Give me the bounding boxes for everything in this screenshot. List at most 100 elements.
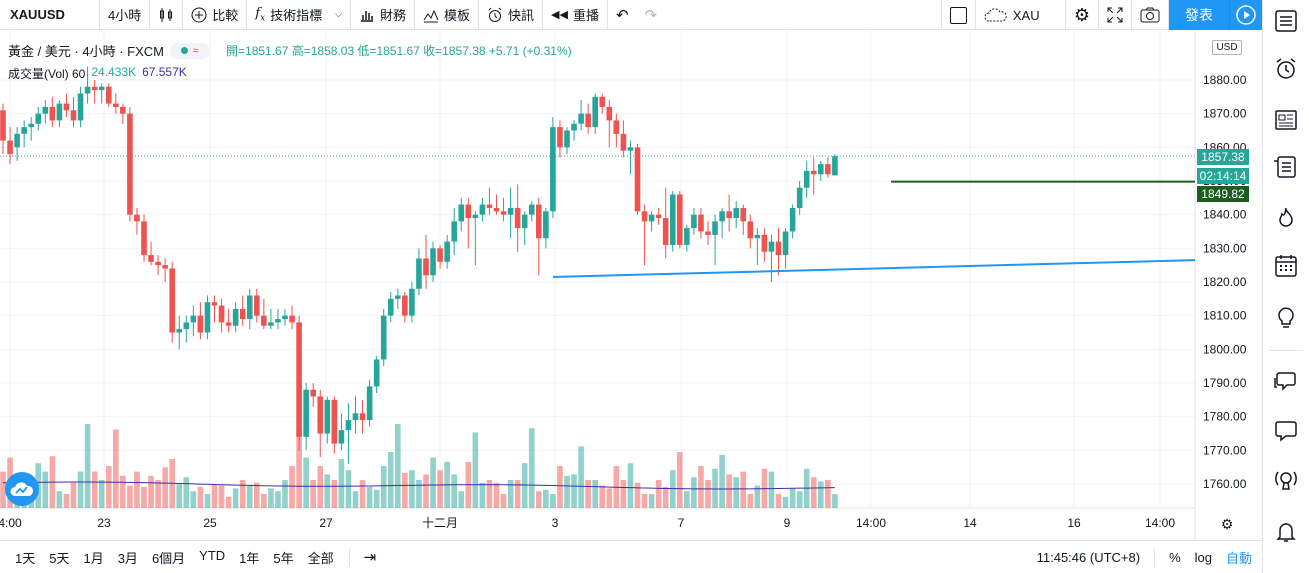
range-button[interactable]: 5年 (273, 550, 294, 566)
fx-icon: fx (255, 5, 266, 24)
range-button[interactable]: 全部 (307, 550, 334, 566)
news-icon[interactable] (1273, 107, 1299, 133)
volume-bar (402, 473, 408, 508)
candle-body (479, 204, 486, 215)
snapshot-button[interactable] (1132, 0, 1169, 30)
volume-bar (507, 480, 514, 508)
volume-bar (627, 463, 634, 508)
candle-body (204, 302, 211, 333)
candle-body (493, 207, 500, 212)
volume-bar (592, 480, 598, 508)
y-tick-label: 1790.00 (1203, 376, 1247, 390)
financials-button[interactable]: 財務 (351, 0, 415, 30)
rewind-icon: ◀◀ (551, 9, 568, 21)
candle-body (754, 234, 761, 239)
range-button[interactable]: 6個月 (151, 550, 186, 566)
candle-body (317, 396, 324, 434)
alarm-clock-icon[interactable] (1273, 56, 1299, 82)
candle-body (514, 207, 521, 229)
legend-toggle[interactable]: ≈ (170, 42, 211, 59)
chart-style-button[interactable] (150, 0, 184, 30)
candle-body (282, 315, 288, 320)
candle-body (585, 113, 591, 128)
volume-bar (810, 477, 817, 508)
range-button[interactable]: YTD (199, 547, 226, 563)
volume-bar (818, 481, 824, 508)
volume-bar (782, 496, 789, 508)
log-toggle[interactable]: log (1194, 550, 1212, 565)
clock[interactable]: 11:45:46 (UTC+8) (1036, 550, 1141, 565)
volume-bar (599, 485, 606, 508)
y-tick-label: 1800.00 (1203, 342, 1247, 356)
redo-button[interactable]: ↷ (637, 0, 666, 30)
toolbar-right: XAU ⚙ 發表 (940, 0, 1262, 30)
settings-button[interactable]: ⚙ (1066, 0, 1099, 30)
chart-pane[interactable]: 1880.001870.001860.001850.001840.001830.… (0, 31, 1262, 539)
bell-icon[interactable] (1273, 519, 1299, 545)
alert-button[interactable]: 快訊 (479, 0, 544, 30)
candle-body (832, 156, 838, 176)
volume-bar (218, 485, 225, 508)
compare-symbol-button[interactable]: XAU (976, 0, 1066, 30)
x-tick-label: 3 (552, 516, 559, 530)
square-icon (949, 6, 967, 24)
currency-tag[interactable]: USD (1212, 40, 1242, 55)
calendar-icon[interactable] (1273, 253, 1299, 279)
streams-icon[interactable] (1273, 467, 1299, 493)
data-window-icon[interactable] (1273, 154, 1299, 180)
candle-body (105, 86, 112, 104)
volume-bar (691, 477, 697, 508)
indicators-button[interactable]: fx 技術指標 ⌵ (247, 0, 351, 30)
symbol-search[interactable]: XAUUSD (0, 0, 100, 30)
percent-toggle[interactable]: % (1169, 550, 1181, 565)
volume-ma-line (2, 481, 835, 490)
volume-bar (486, 480, 493, 508)
candle-body (70, 110, 77, 121)
right-sidebar (1262, 0, 1309, 573)
publish-button[interactable]: 發表 (1169, 0, 1229, 30)
volume-bar (451, 474, 457, 508)
replay-button[interactable]: ◀◀ 重播 (543, 0, 608, 30)
volume-bar (77, 471, 84, 508)
watchlist-icon[interactable] (1273, 8, 1299, 34)
hotlist-icon[interactable] (1273, 205, 1299, 231)
candle-body (507, 207, 514, 215)
compare-button[interactable]: 比較 (183, 0, 248, 30)
volume-bar (832, 494, 838, 508)
candle-body (620, 133, 627, 151)
candle-body (641, 211, 648, 222)
undo-button[interactable]: ↶ (608, 0, 637, 30)
volume-bar (345, 470, 352, 508)
layout-button[interactable] (940, 0, 976, 30)
range-button[interactable]: 3月 (117, 550, 138, 566)
range-button[interactable]: 1月 (83, 550, 104, 566)
play-button[interactable] (1229, 0, 1262, 30)
volume-bar (648, 494, 655, 508)
goto-date-icon[interactable]: ⇥ (363, 549, 377, 566)
range-button[interactable]: 1天 (15, 550, 36, 566)
range-button[interactable]: 1年 (239, 550, 260, 566)
chart-legend: 黃金 / 美元 · 4小時 · FXCM ≈ 開=1851.67 高=1858.… (8, 41, 572, 60)
camera-icon (1140, 7, 1160, 23)
redo-icon: ↷ (644, 6, 658, 24)
chats-icon[interactable] (1273, 369, 1299, 395)
candlestick-chart[interactable]: 1880.001870.001860.001850.001840.001830.… (0, 31, 1262, 539)
volume-bar (733, 477, 739, 508)
interval-selector[interactable]: 4小時 (100, 0, 151, 30)
tradingview-logo[interactable] (5, 472, 39, 506)
bottom-right: 11:45:46 (UTC+8) % log 自動 (1037, 541, 1252, 573)
volume-bar (789, 488, 796, 508)
volume-bar (775, 494, 782, 508)
volume-bar (677, 452, 683, 508)
range-button[interactable]: 5天 (49, 550, 70, 566)
auto-toggle[interactable]: 自動 (1225, 551, 1252, 566)
candle-body (28, 123, 34, 128)
chat-icon[interactable] (1273, 418, 1299, 444)
lightbulb-icon[interactable] (1273, 304, 1299, 330)
volume-bar (726, 474, 732, 508)
volume-bar (105, 466, 112, 508)
fullscreen-button[interactable] (1099, 0, 1132, 30)
templates-button[interactable]: 模板 (415, 0, 480, 30)
candle-body (599, 96, 606, 107)
volume-bar (585, 480, 591, 508)
